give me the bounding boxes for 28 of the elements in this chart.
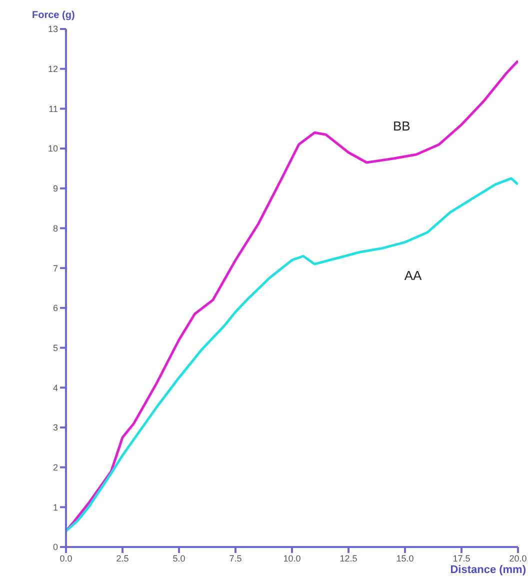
x-tick-label: 0.0 <box>60 553 72 564</box>
y-tick-label: 0 <box>52 542 58 552</box>
y-tick-label: 1 <box>52 502 58 512</box>
x-tick-label: 10.0 <box>283 553 301 564</box>
y-tick-label: 2 <box>52 462 58 473</box>
x-tick-label: 12.5 <box>340 553 358 564</box>
y-tick-label: 7 <box>52 263 58 274</box>
y-tick-label: 13 <box>48 24 58 34</box>
y-tick-label: 11 <box>48 104 58 114</box>
y-axis-title: Force (g) <box>32 10 75 21</box>
y-tick-label: 8 <box>52 223 58 234</box>
line-series <box>66 177 518 532</box>
x-tick-label: 17.5 <box>452 553 470 564</box>
y-tick-label: 12 <box>48 64 58 74</box>
y-tick-label: 6 <box>52 303 58 314</box>
x-tick-label: 2.5 <box>116 553 129 564</box>
y-tick-label: 3 <box>52 422 58 433</box>
x-axis-title: Distance (mm) <box>450 564 526 576</box>
series-label: AA <box>404 268 422 284</box>
x-tick-label: 15.0 <box>396 553 414 564</box>
y-tick-label: 4 <box>52 382 58 393</box>
series-label: BB <box>393 118 410 134</box>
y-tick-label: 5 <box>52 342 58 353</box>
y-tick-label: 9 <box>52 184 58 194</box>
x-tick-label: 20.0 <box>509 553 527 564</box>
y-tick-label: 10 <box>48 144 58 154</box>
x-tick-label: 7.5 <box>229 553 242 564</box>
x-tick-label: 5.0 <box>172 553 186 564</box>
